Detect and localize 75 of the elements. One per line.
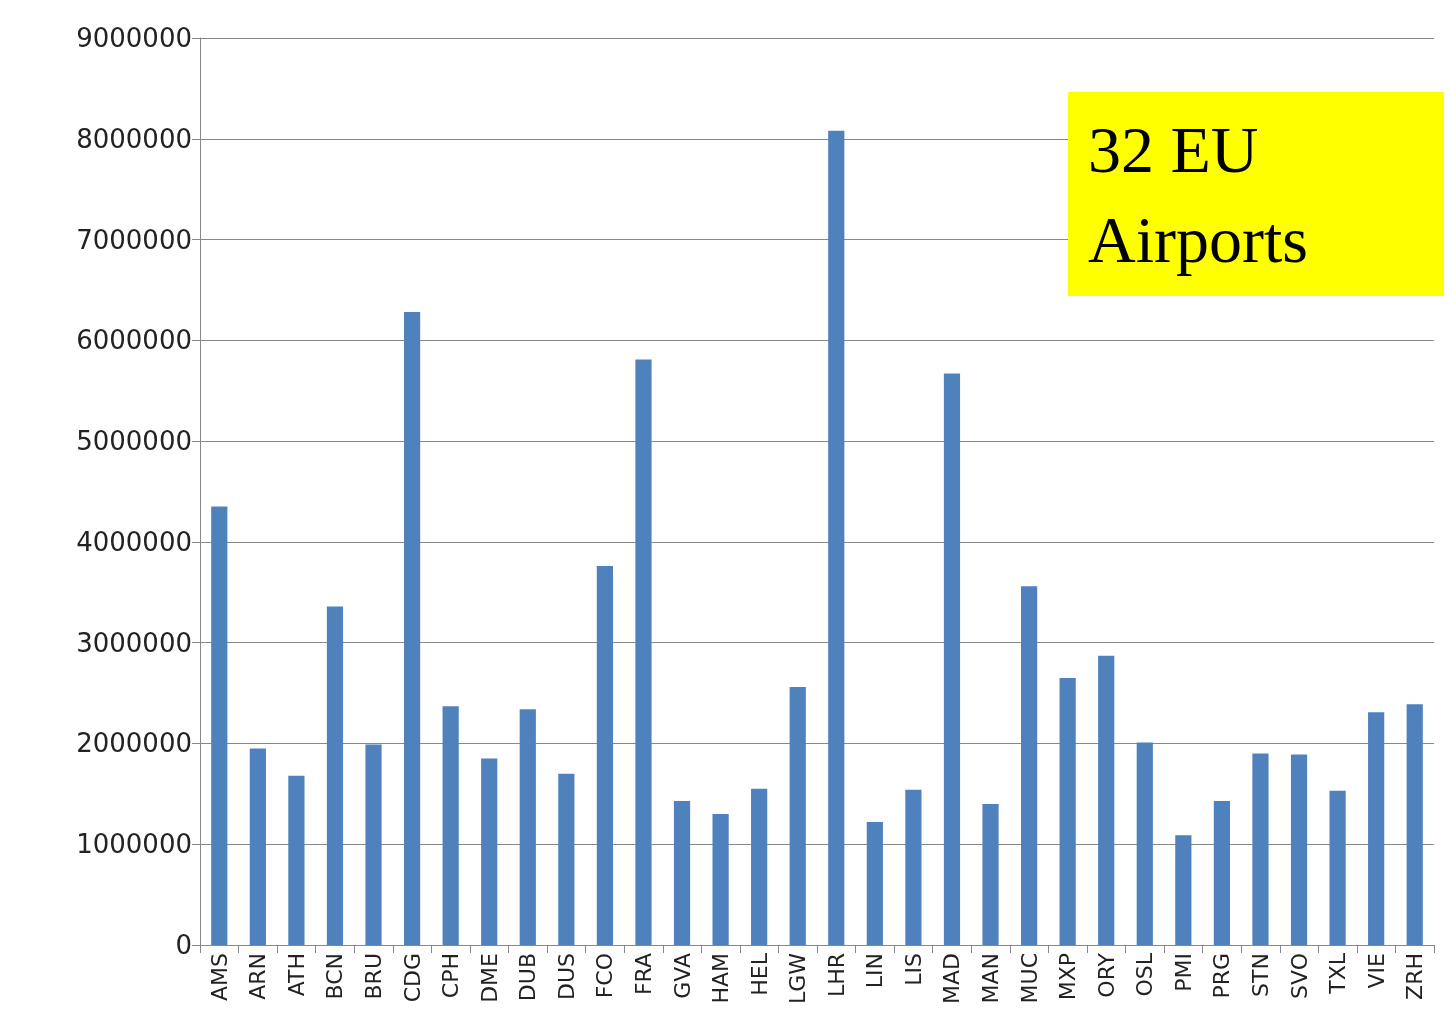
bar [404,312,421,945]
bar [211,506,228,945]
y-tick-label: 7000000 [76,224,192,255]
x-tick-label: FCO [592,953,618,999]
bar [828,130,845,945]
x-tick-label: ORY [1093,952,1119,998]
x-tick-label: DME [476,953,502,1003]
bar [1252,753,1269,945]
x-tick-label: PRG [1209,953,1235,999]
bar [249,748,266,945]
x-tick-label: GVA [669,953,695,999]
bar [905,789,922,945]
x-tick-label: TXL [1325,952,1351,995]
x-tick-label: ARN [245,953,271,1000]
y-tick-label: 5000000 [76,426,192,457]
bar [442,706,459,945]
bar [1021,586,1038,945]
bar [673,800,691,945]
x-tick-label: MAN [978,953,1004,1004]
x-tick-label: OSL [1132,952,1158,997]
x-tick-label: DUS [553,953,579,1001]
x-tick-label: ZRH [1402,953,1428,1000]
x-tick-label: VIE [1363,953,1389,989]
bar [481,758,498,945]
bar [751,788,768,945]
bar [1213,800,1230,945]
x-tick-label: DUB [515,953,541,1002]
bar [789,687,806,945]
bar [982,803,999,945]
annotation: 32 EU Airports [1088,112,1308,276]
x-tick-label: ATH [283,953,309,997]
x-tick-label: HAM [708,953,734,1004]
x-tick-label: SVO [1286,953,1312,999]
y-tick-label: 4000000 [76,526,192,557]
bar [635,359,652,945]
x-tick-label: HEL [746,952,772,996]
bar [1059,677,1076,945]
bar [326,606,344,945]
y-tick-label: 1000000 [76,829,192,860]
bar [1098,655,1115,945]
x-tick-label: CDG [399,953,425,1003]
bar [866,822,883,945]
bar [288,775,305,945]
y-tick-label: 2000000 [76,728,192,759]
x-tick-label: LGW [785,952,811,1005]
bar [1329,790,1346,945]
y-tick-label: 3000000 [76,627,192,658]
bar [712,813,729,945]
x-tick-label: MXP [1055,953,1081,1001]
bar [1290,754,1308,945]
x-tick-label: LIS [900,953,926,986]
bar [1406,704,1423,945]
bar [519,709,536,945]
x-tick-label: STN [1247,953,1273,997]
bar [1368,712,1385,945]
bar [558,773,575,945]
x-tick-label: LHR [823,953,849,998]
x-tick-label: LIN [862,953,888,989]
bar [1136,742,1153,945]
x-tick-label: PMI [1170,953,1196,992]
x-tick-label: MAD [939,953,965,1004]
x-tick-label: AMS [206,953,232,1001]
x-tick-label: BRU [361,953,387,1000]
y-tick-label: 0 [175,930,192,960]
x-tick-label: MUC [1016,953,1042,1004]
x-tick-label: BCN [322,953,348,1000]
bar [596,566,613,945]
x-tick-label: CPH [438,953,464,999]
bar [365,744,382,945]
y-tick-label: 9000000 [76,23,192,53]
y-tick-label: 8000000 [76,123,192,154]
x-tick-label: FRA [630,953,656,996]
bar [1175,835,1192,945]
bar [943,373,961,945]
y-tick-label: 6000000 [76,325,192,356]
